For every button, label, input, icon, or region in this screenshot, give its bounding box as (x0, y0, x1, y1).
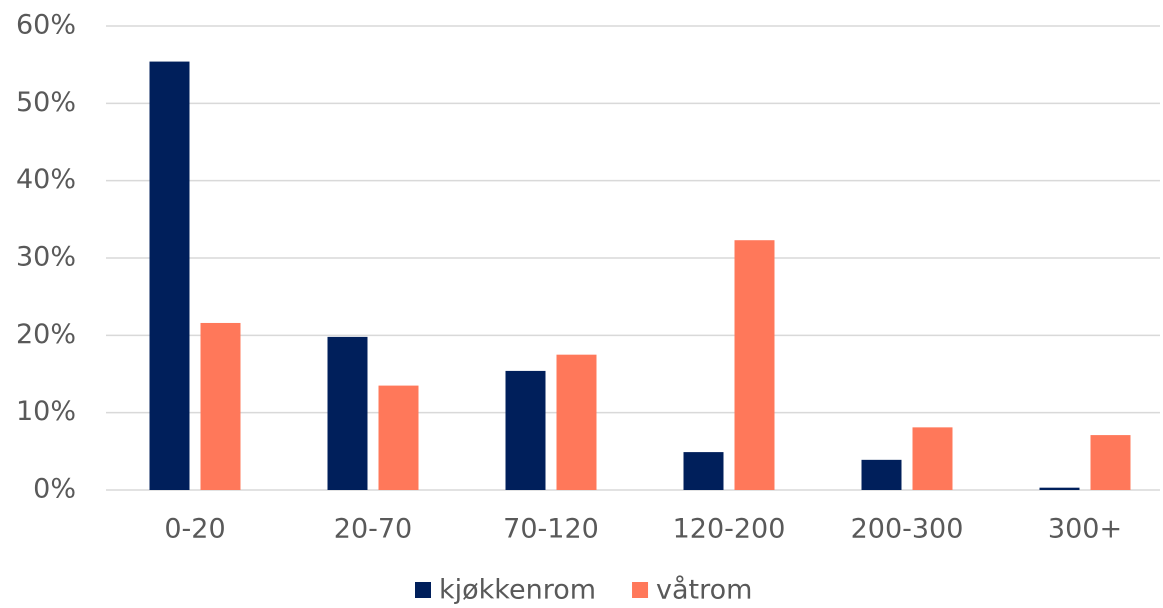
bar (861, 459, 902, 490)
y-tick-label: 30% (16, 242, 76, 273)
bar (683, 452, 724, 490)
y-tick-label: 50% (16, 87, 76, 118)
bar (1039, 487, 1080, 490)
y-tick-label: 40% (16, 164, 76, 195)
legend-label: våtrom (656, 575, 752, 606)
x-tick-label: 20-70 (334, 514, 412, 545)
y-tick-label: 10% (16, 396, 76, 427)
bar (556, 354, 597, 490)
bar (912, 427, 953, 490)
legend-swatch (632, 582, 649, 598)
x-tick-label: 70-120 (503, 514, 599, 545)
x-tick-label: 0-20 (164, 514, 225, 545)
y-tick-label: 20% (16, 319, 76, 350)
bar (1090, 435, 1131, 490)
x-tick-label: 120-200 (673, 514, 786, 545)
y-tick-label: 0% (33, 474, 76, 505)
bar (505, 370, 546, 490)
bar (149, 61, 190, 490)
y-tick-label: 60% (16, 10, 76, 41)
bar (327, 336, 368, 490)
x-tick-label: 300+ (1048, 514, 1122, 545)
x-tick-label: 200-300 (851, 514, 964, 545)
legend-swatch (415, 582, 431, 598)
legend-label: kjøkkenrom (439, 575, 596, 606)
bar (378, 385, 419, 490)
bar (200, 322, 241, 490)
bar (734, 240, 775, 490)
